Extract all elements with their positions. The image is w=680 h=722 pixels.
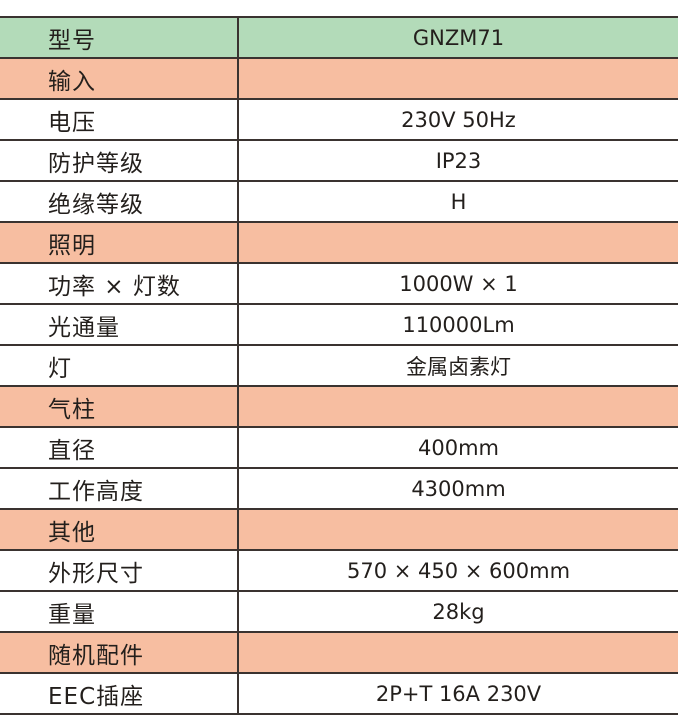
row-value: 230V 50Hz <box>238 98 678 141</box>
row-label: 气柱 <box>0 385 239 428</box>
table-row: 重量 28kg <box>0 590 678 633</box>
section-row: 随机配件 <box>0 631 678 674</box>
table-row: 防护等级 IP23 <box>0 139 678 182</box>
row-label: 灯 <box>0 344 239 387</box>
table-row: 功率 × 灯数 1000W × 1 <box>0 262 678 305</box>
row-value: 570 × 450 × 600mm <box>238 549 678 592</box>
row-value: 1000W × 1 <box>238 262 678 305</box>
row-label: 其他 <box>0 508 239 551</box>
row-value: 4300mm <box>238 467 678 510</box>
row-value: 28kg <box>238 590 678 633</box>
table-row: EEC插座 2P+T 16A 230V <box>0 672 678 715</box>
row-label: 防护等级 <box>0 139 239 182</box>
row-value: 110000Lm <box>238 303 678 346</box>
table-row: 绝缘等级 H <box>0 180 678 223</box>
section-row: 气柱 <box>0 385 678 428</box>
row-label: 工作高度 <box>0 467 239 510</box>
row-label: 输入 <box>0 57 239 100</box>
section-row: 其他 <box>0 508 678 551</box>
row-label: 绝缘等级 <box>0 180 239 223</box>
row-value <box>238 57 678 100</box>
row-value <box>238 631 678 674</box>
section-row: 照明 <box>0 221 678 264</box>
table-row: 工作高度 4300mm <box>0 467 678 510</box>
row-value: GNZM71 <box>238 16 678 59</box>
row-value <box>238 385 678 428</box>
row-value <box>238 508 678 551</box>
section-row: 输入 <box>0 57 678 100</box>
row-label: 直径 <box>0 426 239 469</box>
row-value: 400mm <box>238 426 678 469</box>
row-label: 功率 × 灯数 <box>0 262 239 305</box>
row-value <box>238 221 678 264</box>
row-label: 随机配件 <box>0 631 239 674</box>
table-row: 直径 400mm <box>0 426 678 469</box>
row-value: 2P+T 16A 230V <box>238 672 678 715</box>
table-row: 外形尺寸 570 × 450 × 600mm <box>0 549 678 592</box>
table-row: 电压 230V 50Hz <box>0 98 678 141</box>
table-row: 灯金属卤素灯 <box>0 344 678 387</box>
row-label: 外形尺寸 <box>0 549 239 592</box>
row-label: 光通量 <box>0 303 239 346</box>
row-label: 型号 <box>0 16 239 59</box>
row-label: 照明 <box>0 221 239 264</box>
row-value: 金属卤素灯 <box>238 344 678 387</box>
row-value: IP23 <box>238 139 678 182</box>
spec-table: 型号 GNZM71 输入 电压 230V 50Hz 防护等级 IP23 绝缘等级 H 照明 功率 ×… <box>0 16 678 715</box>
row-label: EEC插座 <box>0 672 239 715</box>
row-label: 电压 <box>0 98 239 141</box>
header-row: 型号 GNZM71 <box>0 16 678 59</box>
table-row: 光通量 110000Lm <box>0 303 678 346</box>
row-value: H <box>238 180 678 223</box>
row-label: 重量 <box>0 590 239 633</box>
